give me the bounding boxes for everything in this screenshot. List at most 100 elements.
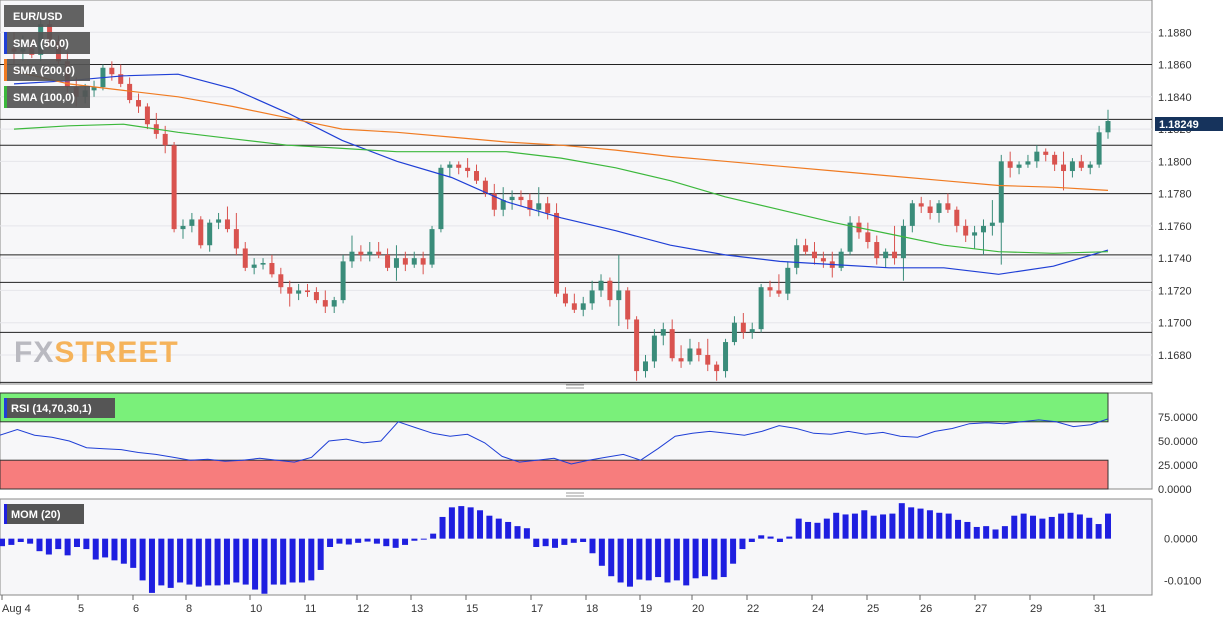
momentum-tick-label: 0.0000 [1164,534,1198,546]
momentum-bar [177,538,184,583]
momentum-bar [430,533,437,539]
momentum-bar [439,516,446,539]
momentum-bar [720,538,727,578]
momentum-bar [533,538,540,547]
momentum-bar [926,510,933,539]
momentum-bar [908,507,915,539]
indicator-tag-label: EUR/USD [13,11,63,23]
candle-body [465,167,471,172]
price-tick-label: 1.1800 [1158,156,1192,168]
time-tick-label: 19 [640,603,652,615]
candle-body [1016,164,1022,168]
candle-body [118,74,124,84]
candle-body [545,203,551,213]
momentum-bar [0,538,5,547]
momentum-bar [195,538,202,587]
candle-body [963,225,969,236]
momentum-bar [486,515,493,539]
momentum-bar [1039,518,1046,539]
momentum-bar [158,538,165,586]
momentum-bar [776,538,783,542]
momentum-tag-swatch [4,504,7,524]
candle-body [331,300,337,307]
candle-body [305,290,311,293]
momentum-bar [523,528,530,539]
momentum-bar [167,538,174,588]
momentum-bar [814,522,821,539]
rsi-tag: RSI (14,70,30,1) [4,398,115,418]
momentum-bar [598,538,605,566]
last-price-label: 1.18249 [1159,119,1199,131]
momentum-bar [270,538,277,585]
momentum-bar [139,538,146,581]
candle-body [376,251,382,255]
momentum-bar [889,513,896,539]
candle-body [438,167,444,230]
candle-body [385,254,391,268]
momentum-bar [701,538,708,577]
moving-average-lines [13,70,1109,275]
price-tick-label: 1.1700 [1158,318,1192,330]
momentum-bar [851,513,858,539]
candle-body [642,361,648,372]
candle-body [1043,151,1049,155]
candle-body [554,212,560,294]
momentum-bar [36,538,43,552]
momentum-tag-label: MOM (20) [11,509,61,521]
candle-body [749,329,755,333]
momentum-bar [711,538,718,580]
candle-body [989,222,995,226]
time-tick-label: 29 [1030,603,1042,615]
candle-body [509,196,515,201]
watermark-street: STREET [54,336,178,369]
price-tick-label: 1.1840 [1158,92,1192,104]
momentum-bar [102,538,109,558]
candle-body [322,300,328,307]
candle-body [589,290,595,304]
indicator-tag-label: SMA (50,0) [13,38,69,50]
candle-body [393,258,399,268]
candle-body [136,100,142,107]
candle-body [847,222,853,252]
momentum-bar [73,538,80,547]
time-tick-label: 31 [1094,603,1106,615]
time-tick-label: 12 [357,603,369,615]
time-tick-label: 18 [586,603,598,615]
time-tick-label: 17 [531,603,543,615]
candle-body [233,229,239,249]
momentum-bar [148,538,155,593]
candle-body [794,245,800,268]
candle-body [1025,161,1031,165]
momentum-bar [280,538,287,585]
time-tick-label: 27 [975,603,987,615]
candle-body [562,293,568,304]
rsi-tick-label: 75.0000 [1158,412,1198,424]
momentum-bar [477,510,484,539]
candle-body [883,251,889,259]
candle-body [527,200,533,210]
momentum-bar [683,538,690,586]
momentum-bar [383,538,390,547]
momentum-bar [233,538,240,583]
candle-body [936,203,942,213]
candle-body [998,161,1004,223]
rsi-tag-box [4,398,115,418]
momentum-bar [748,538,755,542]
price-tick-label: 1.1880 [1158,27,1192,39]
momentum-bar [861,510,868,539]
rsi-tick-label: 25.0000 [1158,460,1198,472]
candle-body [287,287,293,294]
candle-body [723,342,729,372]
momentum-bar [786,536,793,539]
price-tick-label: 1.1860 [1158,60,1192,72]
indicator-tag-box [4,86,90,108]
candle-body [1078,161,1084,168]
candle-body [251,264,257,268]
momentum-bar [936,512,943,539]
time-tick-label: 25 [867,603,879,615]
candle-body [1061,164,1067,172]
rsi-tick-label: 0.0000 [1158,484,1192,496]
candle-body [980,225,986,233]
momentum-bar [626,538,633,587]
